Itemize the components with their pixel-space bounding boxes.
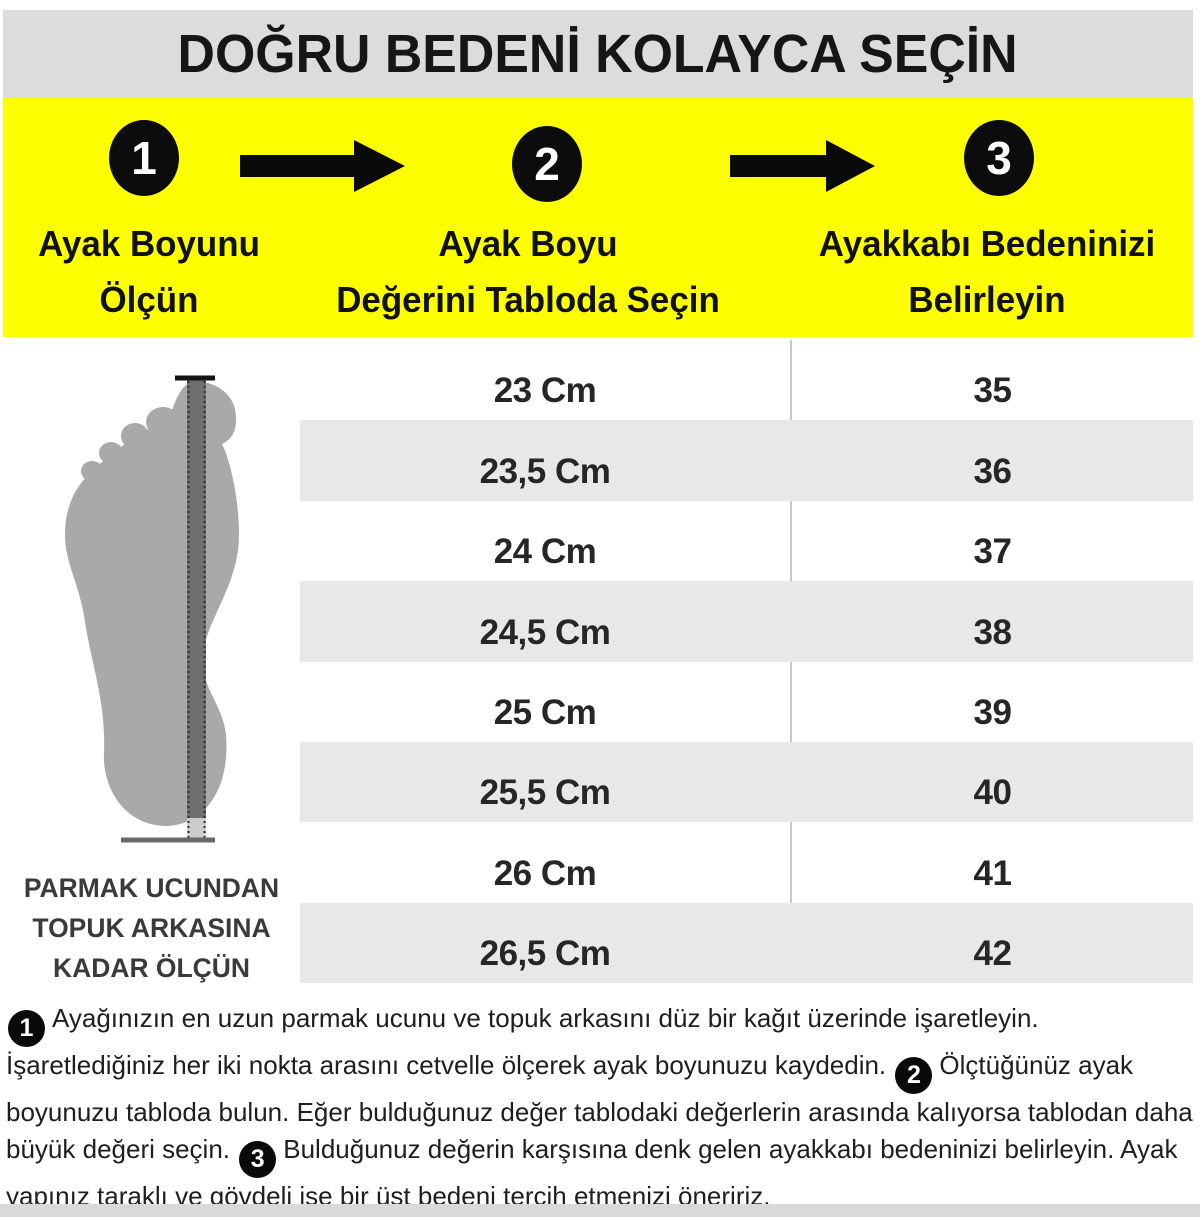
instruction-step-badge: 3 xyxy=(239,1141,277,1178)
shoe-size-cell: 37 xyxy=(790,500,1193,582)
instruction-text: Ölçtüğünüz ayak boyunuzu tabloda bulun. … xyxy=(6,1050,1193,1164)
table-row: 24,5 Cm 38 xyxy=(300,581,1193,662)
table-row: 25,5 Cm 40 xyxy=(300,741,1193,823)
step-3-number-badge: 3 xyxy=(964,120,1034,196)
step-3-label-line1: Ayakkabı Bedeninizi xyxy=(818,223,1156,264)
shoe-size-cell: 38 xyxy=(973,612,1012,652)
foot-length-cell: 24 Cm xyxy=(493,532,597,572)
page-title: DOĞRU BEDENİ KOLAYCA SEÇİN xyxy=(177,24,1019,84)
measure-caption-line1: PARMAK UCUNDAN xyxy=(23,873,280,903)
foot-length-cell: 25,5 Cm xyxy=(479,773,611,813)
measure-panel: PARMAK UCUNDAN TOPUK ARKASINA KADAR ÖLÇÜ… xyxy=(3,340,300,983)
foot-length-cell: 23 Cm xyxy=(493,371,597,411)
step-1-number-badge: 1 xyxy=(109,120,179,196)
step-3-number: 3 xyxy=(986,132,1012,184)
table-row: 23 Cm 35 xyxy=(300,340,1193,421)
measure-caption: PARMAK UCUNDAN TOPUK ARKASINA KADAR ÖLÇÜ… xyxy=(6,868,297,988)
bottom-bar xyxy=(0,1204,1200,1217)
shoe-size-cell: 35 xyxy=(790,340,1193,421)
foot-length-cell: 23,5 Cm xyxy=(479,451,611,491)
shoe-size-cell: 40 xyxy=(973,773,1012,813)
step-2-label-line1: Ayak Boyu xyxy=(438,223,618,264)
step-2-number: 2 xyxy=(534,138,560,190)
table-row: 26 Cm 41 xyxy=(300,822,1193,903)
foot-length-cell: 25 Cm xyxy=(493,692,597,732)
shoe-size-cell: 39 xyxy=(790,661,1193,742)
arrow-right-icon xyxy=(730,140,875,192)
shoe-size-cell: 41 xyxy=(790,822,1193,903)
step-1-label-line1: Ayak Boyunu xyxy=(38,223,260,264)
footprint-icon xyxy=(64,381,239,827)
table-row: 25 Cm 39 xyxy=(300,661,1193,742)
arrow-right-icon xyxy=(240,140,405,192)
instruction-step-badge: 2 xyxy=(895,1057,933,1094)
steps-banner: 1 2 3 Ayak Boyunu Ölçün Ayak Boyu Değeri… xyxy=(3,98,1193,337)
foot-length-cell: 26 Cm xyxy=(493,853,597,893)
table-row: 26,5 Cm 42 xyxy=(300,902,1193,983)
foot-length-cell: 24,5 Cm xyxy=(479,612,611,652)
step-2-label-line2: Değerini Tabloda Seçin xyxy=(336,279,720,320)
ruler-band xyxy=(187,376,206,842)
instruction-text: Ayağınızın en uzun parmak ucunu ve topuk… xyxy=(6,1003,1039,1080)
shoe-size-cell: 36 xyxy=(973,451,1012,491)
table-row: 23,5 Cm 36 xyxy=(300,420,1193,501)
size-table: 23 Cm 35 23,5 Cm 36 24 Cm 37 24,5 Cm 38 25 Cm 39 2… xyxy=(300,340,1193,983)
step-2-number-badge: 2 xyxy=(512,126,582,202)
step-3-label-line2: Belirleyin xyxy=(908,279,1066,320)
table-row: 24 Cm 37 xyxy=(300,500,1193,582)
foot-length-cell: 26,5 Cm xyxy=(479,934,611,973)
shoe-size-cell: 42 xyxy=(973,934,1012,973)
instruction-step-badge: 1 xyxy=(8,1010,45,1047)
step-3-label: Ayakkabı Bedeninizi Belirleyin xyxy=(777,216,1196,328)
measure-caption-line3: KADAR ÖLÇÜN xyxy=(53,953,250,983)
title-bar: DOĞRU BEDENİ KOLAYCA SEÇİN xyxy=(3,10,1193,98)
step-1-number: 1 xyxy=(131,132,157,184)
footprint-ruler-illustration xyxy=(64,375,239,843)
step-1-label-line2: Ölçün xyxy=(99,279,199,320)
instructions-paragraph: 1 Ayağınızın en uzun parmak ucunu ve topu… xyxy=(6,1000,1194,1215)
measure-caption-line2: TOPUK ARKASINA xyxy=(32,913,271,943)
step-2-label: Ayak Boyu Değerini Tabloda Seçin xyxy=(302,216,754,328)
step-1-label: Ayak Boyunu Ölçün xyxy=(7,216,290,328)
